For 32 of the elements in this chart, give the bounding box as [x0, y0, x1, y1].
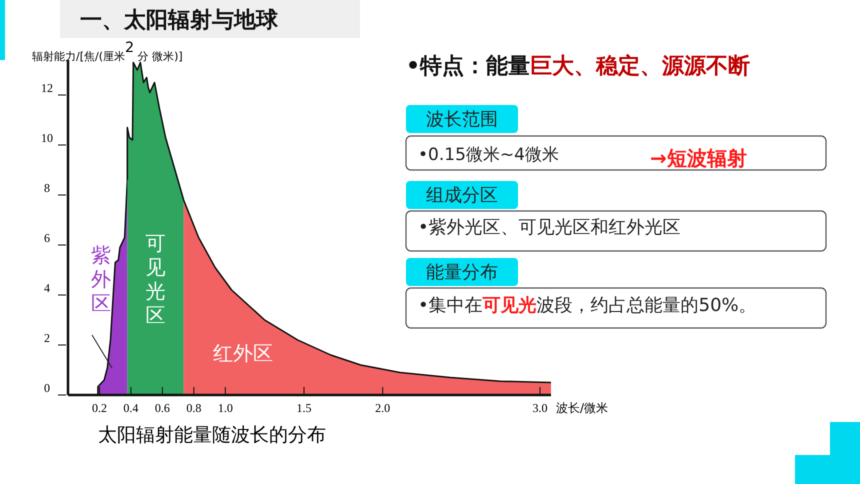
- y-tick-label: 6: [44, 231, 50, 245]
- x-tick-label: 1.5: [296, 401, 312, 415]
- x-tick-label: 0.2: [92, 401, 107, 415]
- text: 2.0: [375, 401, 390, 415]
- x-tick-label: 0.8: [186, 401, 202, 415]
- annotation: 波长范围: [426, 109, 498, 130]
- text: 1.0: [218, 401, 233, 415]
- annotation: •集中在: [418, 295, 483, 316]
- x-axis-title: 波长/微米: [556, 401, 608, 415]
- x-tick-label: 0.4: [123, 401, 138, 415]
- annotation: •特点：能量: [406, 54, 530, 79]
- y-tick-label: 0: [44, 381, 50, 395]
- x-tick-label: 0.6: [154, 401, 170, 415]
- annotation: •紫外光区、可见光区和红外光区: [418, 217, 681, 238]
- text: 太阳辐射能量随波长的分布: [98, 424, 326, 446]
- annotation: 波段，约占总能量的50%。: [536, 295, 757, 316]
- text: →短波辐射: [650, 146, 747, 170]
- annotation: 能量分布: [426, 262, 498, 283]
- series-label: 紫外区: [90, 243, 111, 315]
- y-tick-label: 2: [44, 331, 50, 345]
- text: 一、太阳辐射与地球: [80, 8, 279, 33]
- y-tick-label: 12: [41, 81, 53, 95]
- text: 3.0: [532, 401, 548, 415]
- annotation: •0.15微米~4微米: [418, 145, 559, 165]
- y-tick-label: 10: [41, 131, 53, 145]
- annotation: 巨大、稳定、源源不断: [530, 53, 750, 79]
- series-label: 可见光区: [145, 231, 166, 327]
- y-tick-label: 8: [44, 181, 50, 195]
- annotation: 可见光: [482, 295, 537, 316]
- annotation: 组成分区: [426, 185, 498, 206]
- series-label: 红外区: [213, 341, 273, 365]
- y-tick-label: 4: [44, 281, 50, 295]
